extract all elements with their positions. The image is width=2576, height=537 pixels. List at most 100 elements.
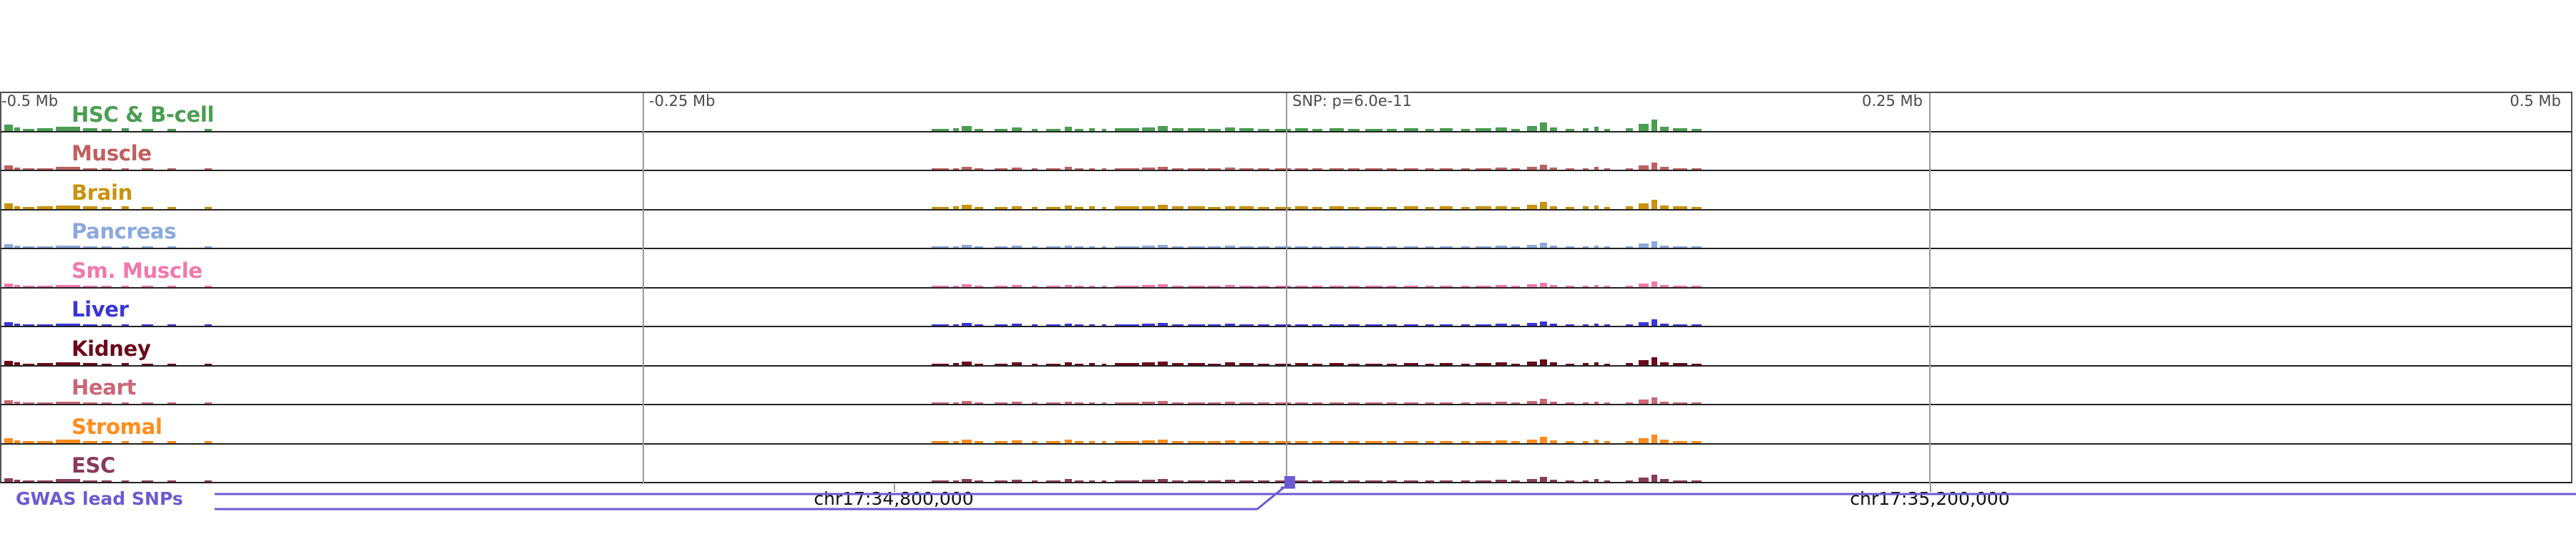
signal-bar (1440, 285, 1453, 287)
signal-bar (1594, 401, 1599, 404)
signal-bar (1142, 246, 1155, 248)
signal-bar (142, 441, 153, 443)
signal-bar (1172, 402, 1184, 404)
signal-bar (1511, 402, 1520, 404)
signal-bar (1102, 441, 1106, 443)
signal-bar (1604, 324, 1610, 326)
coordinate-label-0: chr17:34,800,000 (814, 488, 974, 509)
signal-bar (23, 480, 34, 482)
track-row-muscle[interactable]: Muscle (0, 132, 2572, 171)
signal-bar (167, 363, 176, 365)
signal-bar (962, 125, 972, 131)
signal-bar (167, 246, 176, 248)
signal-bar (1102, 363, 1106, 365)
signal-bar (167, 402, 176, 404)
signal-bar (122, 127, 129, 131)
signal-bar (1639, 243, 1649, 248)
track-row-brain[interactable]: Brain (0, 171, 2572, 211)
signal-bar (1594, 126, 1599, 131)
signal-bar (1639, 400, 1649, 404)
signal-bar (1046, 128, 1060, 131)
signal-bar (1475, 168, 1491, 170)
signal-bar (1461, 363, 1470, 365)
signal-bar (1387, 168, 1397, 170)
signal-bar (1404, 480, 1418, 482)
signal-bar (1692, 363, 1702, 365)
signal-bar (1527, 478, 1537, 482)
signal-bar (975, 128, 983, 131)
signal-bar (102, 441, 112, 443)
signal-bar (1012, 440, 1022, 443)
signal-bar (1511, 168, 1520, 170)
signal-bar (1065, 362, 1072, 365)
signal-bar (23, 285, 34, 287)
signal-bar (122, 402, 129, 404)
signal-bar (1365, 441, 1382, 443)
signal-bar (56, 284, 80, 287)
signal-bar (1540, 282, 1547, 287)
signal-bar (1660, 479, 1669, 482)
signal-bar (1348, 363, 1360, 365)
signal-bar (1065, 440, 1072, 443)
signal-bar (1594, 205, 1599, 209)
signal-bar (1312, 246, 1322, 248)
signal-bar (1012, 480, 1022, 482)
signal-bar (1604, 402, 1610, 404)
signal-bar (1295, 168, 1308, 170)
signal-bar (1566, 402, 1574, 404)
track-row-kidney[interactable]: Kidney (0, 327, 2572, 367)
signal-bar (1065, 401, 1072, 404)
signal-bar (4, 165, 13, 170)
signal-bar (205, 324, 212, 326)
coordinate-strip: chr17:34,800,000 chr17:35,200,000 (0, 484, 2572, 537)
signal-bar (1652, 397, 1657, 404)
signal-bar (1188, 480, 1205, 482)
signal-bar (1365, 324, 1382, 326)
signal-bar (1639, 359, 1649, 365)
axis-label-4: 0.5 Mb (2509, 92, 2561, 110)
signal-bar (1673, 362, 1687, 365)
track-row-hsc-b-cell[interactable]: HSC & B-cell (0, 93, 2572, 132)
signal-bar (1239, 440, 1254, 443)
signal-bar (122, 206, 129, 209)
track-label-brain: Brain (72, 180, 133, 205)
signal-bar (1158, 284, 1168, 287)
signal-bar (56, 401, 80, 404)
signal-bar (1065, 479, 1072, 482)
axis-label-0: -0.5 Mb (1, 92, 59, 110)
signal-bar (1032, 324, 1038, 326)
signal-bar (23, 207, 34, 209)
signal-bar (1158, 244, 1168, 248)
signal-bar (1583, 285, 1589, 287)
signal-bar (1158, 439, 1168, 443)
signal-bar (1089, 480, 1095, 482)
track-row-stromal[interactable]: Stromal (0, 405, 2572, 445)
signal-bar (1550, 402, 1557, 404)
axis-label-1: -0.25 Mb (649, 92, 716, 110)
signal-bar (1065, 126, 1072, 131)
signal-bar (932, 363, 949, 365)
signal-bar (1102, 246, 1106, 248)
gwas-snp-marker[interactable] (1284, 476, 1295, 488)
track-row-heart[interactable]: Heart (0, 366, 2572, 405)
signal-bar (83, 324, 97, 326)
track-row-pancreas[interactable]: Pancreas (0, 210, 2572, 249)
signal-bar (1188, 168, 1205, 170)
signal-bar (122, 480, 129, 482)
signal-bar (1239, 285, 1254, 287)
track-row-sm-muscle[interactable]: Sm. Muscle (0, 249, 2572, 289)
signal-bar (1660, 126, 1669, 131)
signal-bar (1312, 324, 1322, 326)
signal-bar (1527, 401, 1537, 404)
signal-bar (975, 324, 983, 326)
signal-bar (1673, 127, 1687, 131)
signal-bar (1660, 245, 1669, 248)
signal-bar (1012, 167, 1022, 170)
signal-bar (102, 168, 112, 170)
signal-bar (122, 324, 129, 326)
signal-bar (1312, 168, 1322, 170)
signal-bar (962, 323, 972, 326)
track-row-liver[interactable]: Liver (0, 288, 2572, 327)
signal-bar (1075, 285, 1083, 287)
signal-profile-heart (1, 367, 2571, 404)
